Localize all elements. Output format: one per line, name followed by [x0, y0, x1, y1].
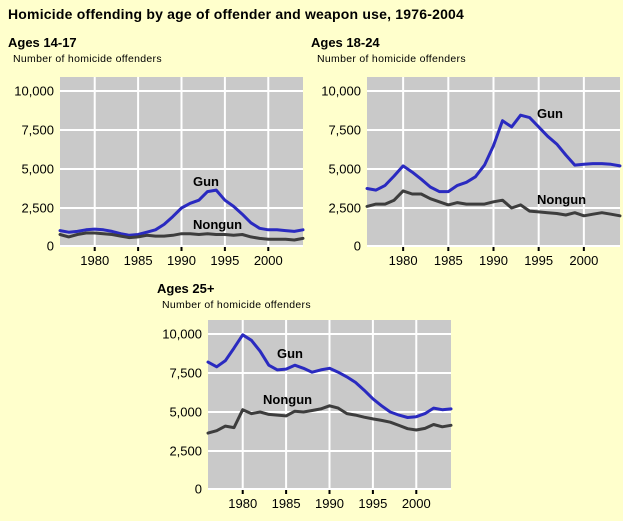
svg-text:2000: 2000: [402, 496, 431, 511]
svg-text:10,000: 10,000: [162, 327, 202, 342]
axis-note-ages-14-17: Number of homicide offenders: [13, 53, 162, 65]
svg-text:5,000: 5,000: [21, 162, 54, 177]
axis-note-ages-25-plus: Number of homicide offenders: [162, 299, 311, 311]
svg-text:2000: 2000: [254, 253, 283, 268]
svg-text:2000: 2000: [569, 253, 598, 268]
svg-text:1990: 1990: [479, 253, 508, 268]
svg-text:1995: 1995: [524, 253, 553, 268]
svg-text:1985: 1985: [124, 253, 153, 268]
svg-text:0: 0: [195, 482, 202, 497]
svg-text:1980: 1980: [228, 496, 257, 511]
svg-text:2,500: 2,500: [169, 444, 202, 459]
svg-text:5,000: 5,000: [169, 405, 202, 420]
svg-text:5,000: 5,000: [328, 162, 361, 177]
svg-text:0: 0: [47, 239, 54, 254]
line-chart-ages-18-24: 0 2,500 5,000 7,500 10,000 1980 1985 1990 1995 20…: [321, 77, 622, 268]
svg-text:1985: 1985: [272, 496, 301, 511]
svg-text:1995: 1995: [210, 253, 239, 268]
svg-text:1990: 1990: [315, 496, 344, 511]
svg-text:1995: 1995: [358, 496, 387, 511]
series-label-nongun-18-24: Nongun: [537, 192, 587, 207]
axis-note-ages-18-24: Number of homicide offenders: [317, 53, 466, 65]
svg-text:7,500: 7,500: [169, 366, 202, 381]
svg-text:1980: 1980: [389, 253, 418, 268]
line-chart-ages-14-17: 0 2,500 5,000 7,500 10,000 1980 1985 1990 1995 20…: [14, 77, 305, 268]
line-chart-ages-25-plus: 0 2,500 5,000 7,500 10,000 1980 1985 1990 1995 20…: [162, 320, 453, 511]
series-label-nongun-14-17: Nongun: [193, 217, 243, 232]
svg-text:0: 0: [354, 239, 361, 254]
series-label-gun-25-plus: Gun: [277, 346, 303, 361]
panel-title-ages-18-24: Ages 18-24: [311, 35, 380, 50]
page-title: Homicide offending by age of offender an…: [8, 6, 465, 22]
svg-text:1985: 1985: [434, 253, 463, 268]
svg-text:1990: 1990: [167, 253, 196, 268]
svg-text:10,000: 10,000: [14, 84, 54, 99]
series-label-gun-14-17: Gun: [193, 174, 219, 189]
svg-text:2,500: 2,500: [21, 201, 54, 216]
svg-text:10,000: 10,000: [321, 84, 361, 99]
panel-title-ages-14-17: Ages 14-17: [8, 35, 77, 50]
series-label-nongun-25-plus: Nongun: [263, 392, 313, 407]
panel-title-ages-25-plus: Ages 25+: [157, 281, 215, 296]
series-label-gun-18-24: Gun: [537, 106, 563, 121]
svg-text:1980: 1980: [80, 253, 109, 268]
svg-text:7,500: 7,500: [21, 123, 54, 138]
svg-text:7,500: 7,500: [328, 123, 361, 138]
svg-text:2,500: 2,500: [328, 201, 361, 216]
